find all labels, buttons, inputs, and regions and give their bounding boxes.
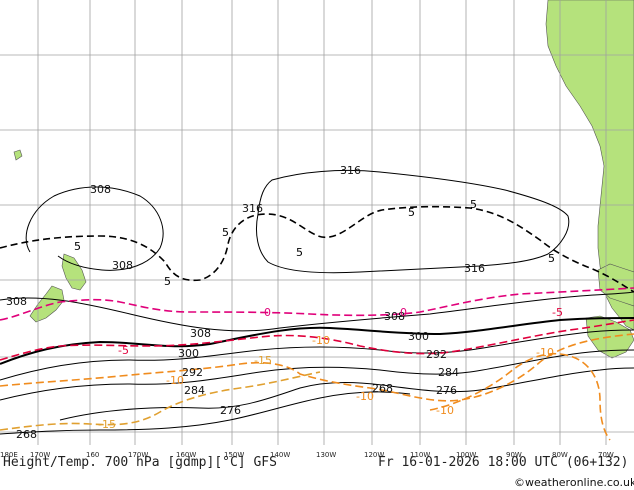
height-label: 316 xyxy=(242,202,263,215)
temp-minus15-contour xyxy=(0,371,321,431)
valid-time: Fr 16-01-2026 18:00 UTC (06+132) xyxy=(378,455,628,470)
height-label: 300 xyxy=(408,330,429,343)
height-292-contour xyxy=(0,329,634,381)
longitude-label-row: 180E 170W 160 170W 160W 150W 140W 130W 1… xyxy=(0,451,614,459)
graticule xyxy=(0,0,634,445)
height-label: 316 xyxy=(340,164,361,177)
height-300-contour xyxy=(0,317,634,365)
longitude-label: 70W xyxy=(598,451,614,459)
height-268-contour xyxy=(0,391,411,435)
height-316-contour xyxy=(255,169,570,274)
height-308-contour xyxy=(0,291,634,332)
longitude-label: 100W xyxy=(456,451,476,459)
longitude-label: 80W xyxy=(552,451,568,459)
height-label: 308 xyxy=(112,259,133,272)
temp-label: 0 xyxy=(400,306,407,319)
longitude-label: 140W xyxy=(270,451,290,459)
longitude-label: 180E xyxy=(0,451,18,459)
longitude-label: 160W xyxy=(176,451,196,459)
height-label: 292 xyxy=(426,348,447,361)
longitude-label: 110W xyxy=(410,451,430,459)
nz-south-island-land xyxy=(29,285,65,323)
temp-label: -10 xyxy=(356,390,374,403)
temp-label: 5 xyxy=(222,226,229,239)
height-label: 308 xyxy=(384,310,405,323)
height-label: 292 xyxy=(182,366,203,379)
height-label: 276 xyxy=(436,384,457,397)
longitude-label: 170W xyxy=(30,451,50,459)
temp-label: -10 xyxy=(166,374,184,387)
temp-label: 5 xyxy=(470,198,477,211)
temp-label: 5 xyxy=(164,275,171,288)
height-label: 284 xyxy=(184,384,205,397)
longitude-label: 130W xyxy=(316,451,336,459)
height-label: 268 xyxy=(16,428,37,441)
temp-minus10-contour xyxy=(0,333,634,402)
credit-text: ©weatheronline.co.uk xyxy=(514,476,634,489)
temp-label-layer: 5 5 5 5 5 5 5 0 0 -5 -5 -10 -10 -10 -15 … xyxy=(74,198,563,431)
longitude-label: 160 xyxy=(86,451,99,459)
temp-label: 5 xyxy=(74,240,81,253)
temp-label: -10 xyxy=(312,334,330,347)
map-title: Height/Temp. 700 hPa [gdmp][°C] GFS xyxy=(3,455,277,470)
temp-5-contour xyxy=(0,205,634,293)
height-label: 316 xyxy=(464,262,485,275)
temp-minus5-contour xyxy=(0,319,634,361)
height-label: 276 xyxy=(220,404,241,417)
longitude-label: 120W xyxy=(364,451,384,459)
height-284-contour xyxy=(0,349,634,401)
nz-north-island-land xyxy=(61,253,87,291)
temp-label: -10 xyxy=(536,346,554,359)
height-label: 308 xyxy=(90,183,111,196)
temp-label: 5 xyxy=(548,252,555,265)
height-308-north-contour xyxy=(25,186,164,271)
temp-label: -5 xyxy=(118,344,129,357)
height-contours xyxy=(0,169,634,435)
temp-label: 5 xyxy=(296,246,303,259)
longitude-label: 170W xyxy=(128,451,148,459)
temp-label: -15 xyxy=(98,418,116,431)
fiji-island-land xyxy=(13,149,23,161)
height-label-layer: 316 316 316 308 308 308 308 308 300 300 … xyxy=(6,164,485,441)
temp-label: -15 xyxy=(254,354,272,367)
temp-label: -10 xyxy=(436,404,454,417)
temp-minus10-east-contour xyxy=(429,352,611,441)
height-label: 284 xyxy=(438,366,459,379)
temp-label: 5 xyxy=(408,206,415,219)
height-label: 308 xyxy=(6,295,27,308)
longitude-label: 150W xyxy=(224,451,244,459)
height-label: 268 xyxy=(372,382,393,395)
longitude-label: 90W xyxy=(506,451,522,459)
height-label: 300 xyxy=(178,347,199,360)
temp-label: 0 xyxy=(264,306,271,319)
height-276-contour xyxy=(59,367,634,421)
temp-label: -5 xyxy=(552,306,563,319)
temperature-contours xyxy=(0,205,634,441)
height-label: 308 xyxy=(190,327,211,340)
chile-coast-land xyxy=(597,263,634,307)
